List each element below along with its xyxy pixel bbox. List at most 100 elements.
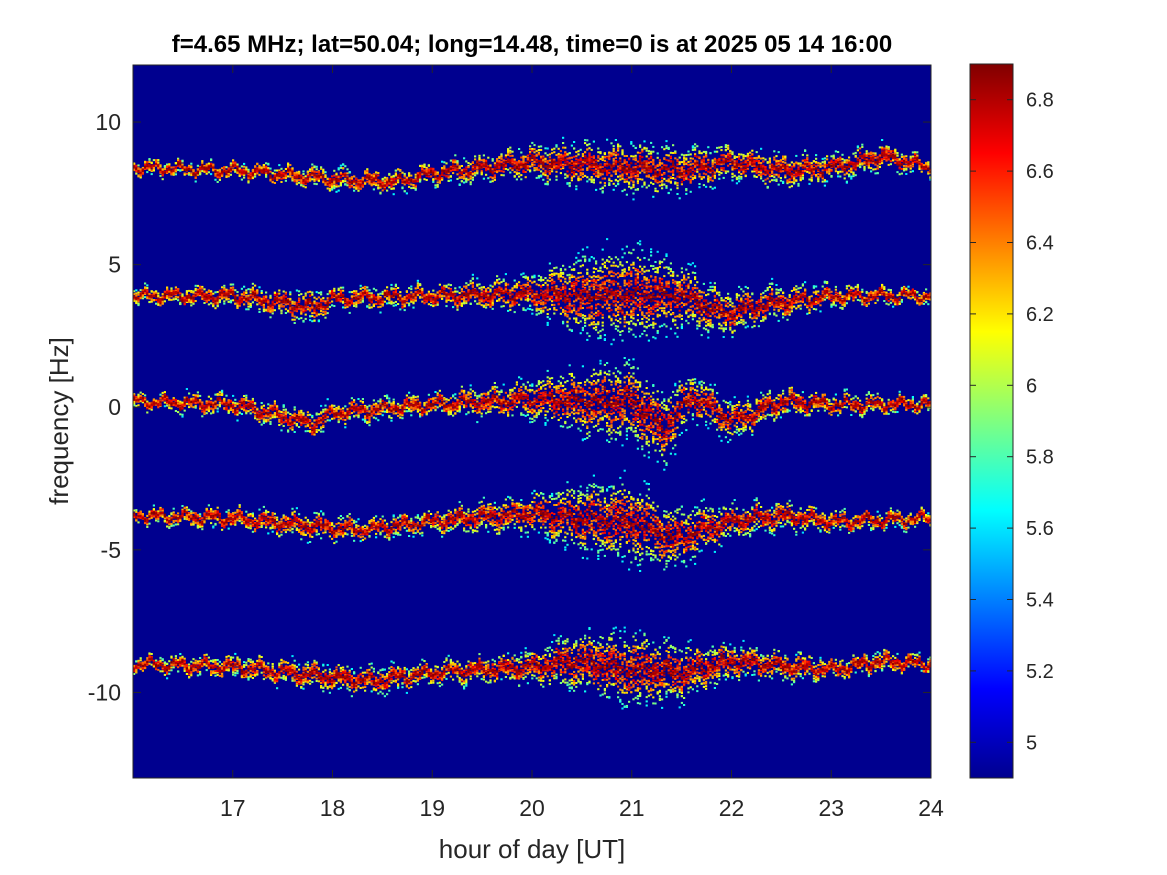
heat-cell — [830, 155, 832, 157]
heat-cell — [707, 159, 709, 161]
heat-cell — [811, 179, 813, 181]
heat-cell — [826, 165, 828, 167]
heat-cell — [912, 156, 914, 158]
heat-cell — [778, 163, 780, 165]
heat-cell — [465, 178, 467, 180]
heat-cell — [687, 151, 689, 153]
heat-cell — [716, 171, 718, 173]
heat-cell — [577, 150, 579, 152]
heat-cell — [808, 172, 810, 174]
heat-cell — [489, 165, 491, 167]
heat-cell — [151, 290, 153, 292]
heat-cell — [333, 295, 335, 297]
heat-cell — [879, 157, 881, 159]
heat-cell — [773, 179, 775, 181]
heat-cell — [417, 176, 419, 178]
heat-cell — [269, 295, 271, 297]
heat-cell — [654, 188, 656, 190]
heat-cell — [822, 172, 824, 174]
heat-cell — [679, 163, 681, 165]
heat-cell — [802, 160, 804, 162]
heat-cell — [188, 301, 190, 303]
heat-cell — [542, 165, 544, 167]
heat-cell — [375, 177, 377, 179]
heat-cell — [888, 155, 890, 157]
heat-cell — [203, 171, 205, 173]
heat-cell — [670, 189, 672, 191]
heat-cell — [162, 301, 164, 303]
heat-cell — [340, 182, 342, 184]
heat-cell — [830, 165, 832, 167]
heat-cell — [547, 171, 549, 173]
heat-cell — [547, 160, 549, 162]
heat-cell — [300, 309, 302, 311]
heat-cell — [349, 171, 351, 173]
heat-cell — [219, 177, 221, 179]
heat-cell — [778, 168, 780, 170]
heat-cell — [683, 166, 685, 168]
heat-cell — [764, 159, 766, 161]
heat-cell — [415, 189, 417, 191]
heat-cell — [146, 292, 148, 294]
heat-cell — [168, 292, 170, 294]
heat-cell — [707, 178, 709, 180]
heat-cell — [560, 164, 562, 166]
heat-cell — [639, 159, 641, 161]
heat-cell — [219, 173, 221, 175]
heat-cell — [300, 184, 302, 186]
heat-cell — [283, 300, 285, 302]
heat-cell — [305, 306, 307, 308]
heat-cell — [613, 160, 615, 162]
heat-cell — [789, 170, 791, 172]
heat-cell — [720, 161, 722, 163]
heat-cell — [850, 163, 852, 165]
heat-cell — [258, 311, 260, 313]
heat-cell — [228, 293, 230, 295]
heat-cell — [302, 321, 304, 323]
heat-cell — [309, 170, 311, 172]
heat-cell — [740, 178, 742, 180]
heat-cell — [230, 287, 232, 289]
heat-cell — [575, 161, 577, 163]
heat-cell — [302, 311, 304, 313]
heat-cell — [291, 167, 293, 169]
heat-cell — [285, 308, 287, 310]
heat-cell — [239, 303, 241, 305]
heat-cell — [672, 170, 674, 172]
heat-cell — [155, 290, 157, 292]
heat-cell — [492, 180, 494, 182]
heat-cell — [885, 146, 887, 148]
heat-cell — [274, 294, 276, 296]
heat-cell — [267, 303, 269, 305]
heat-cell — [311, 169, 313, 171]
heat-cell — [236, 172, 238, 174]
heat-cell — [591, 166, 593, 168]
heat-cell — [329, 182, 331, 184]
heat-cell — [254, 296, 256, 298]
heat-cell — [377, 187, 379, 189]
heat-cell — [599, 166, 601, 168]
heat-cell — [714, 167, 716, 169]
heat-cell — [569, 166, 571, 168]
heat-cell — [621, 169, 623, 171]
heat-cell — [738, 178, 740, 180]
heat-cell — [868, 167, 870, 169]
heat-cell — [910, 168, 912, 170]
heat-cell — [159, 304, 161, 306]
heat-cell — [670, 166, 672, 168]
heat-cell — [652, 160, 654, 162]
heat-cell — [870, 167, 872, 169]
heat-cell — [349, 177, 351, 179]
heat-cell — [833, 165, 835, 167]
heat-cell — [736, 156, 738, 158]
heat-cell — [239, 296, 241, 298]
heat-cell — [452, 169, 454, 171]
heat-cell — [648, 174, 650, 176]
heat-cell — [278, 301, 280, 303]
heat-cell — [564, 177, 566, 179]
heat-cell — [434, 178, 436, 180]
heat-cell — [815, 154, 817, 156]
heat-cell — [377, 179, 379, 181]
heat-cell — [177, 292, 179, 294]
heat-cell — [802, 178, 804, 180]
